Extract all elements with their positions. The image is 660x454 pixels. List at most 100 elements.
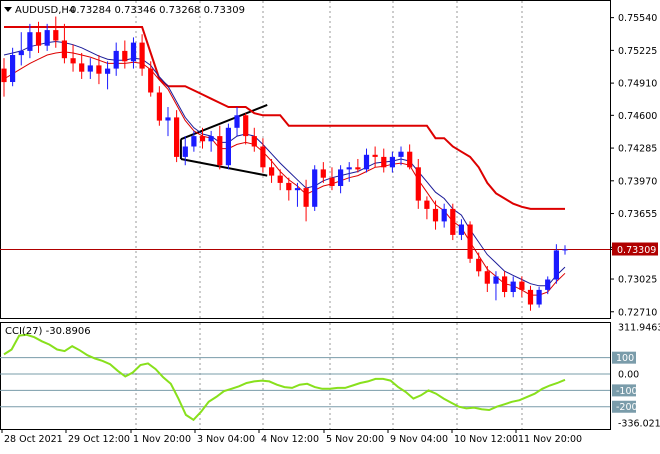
candle-0[interactable] (1, 58, 7, 97)
candle-56[interactable] (484, 266, 490, 293)
candle-45[interactable] (389, 151, 395, 173)
candle-body-2 (18, 50, 24, 56)
candle-body-3 (27, 32, 33, 51)
candle-27[interactable] (234, 107, 240, 137)
candle-29[interactable] (251, 127, 257, 152)
candle-10[interactable] (87, 58, 93, 79)
candle-46[interactable] (398, 146, 404, 166)
candle-18[interactable] (156, 86, 162, 126)
candle-body-26 (225, 127, 231, 166)
candle-21[interactable] (182, 136, 188, 166)
candle-61[interactable] (527, 285, 534, 311)
candle-20[interactable] (174, 110, 180, 163)
candle-40[interactable] (346, 162, 352, 182)
candle-58[interactable] (502, 271, 508, 298)
candle-23[interactable] (199, 127, 206, 149)
candle-19[interactable] (165, 107, 171, 137)
candle-4[interactable] (35, 21, 42, 53)
candle-2[interactable] (18, 32, 24, 66)
candle-15[interactable] (130, 37, 137, 69)
candle-41[interactable] (355, 158, 361, 173)
candle-44[interactable] (381, 148, 387, 173)
candle-62[interactable] (536, 286, 542, 308)
candle-12[interactable] (105, 61, 111, 90)
cci-level-badge-3 (612, 384, 636, 397)
candle-65[interactable] (562, 245, 568, 255)
candle-body-25 (217, 136, 223, 166)
candle-42[interactable] (363, 148, 370, 173)
candle-24[interactable] (208, 130, 214, 152)
candle-body-57 (493, 276, 499, 284)
candle-11[interactable] (96, 55, 102, 85)
candle-36[interactable] (312, 165, 318, 211)
candle-59[interactable] (510, 276, 516, 298)
candle-1[interactable] (10, 47, 16, 87)
cci-label: CCI(27) -30.8906 (5, 326, 91, 337)
candle-63[interactable] (545, 276, 551, 295)
candle-body-16 (139, 42, 145, 69)
candle-53[interactable] (458, 219, 464, 241)
indicator-panel-border (0, 322, 611, 430)
candle-body-4 (35, 32, 42, 46)
candle-7[interactable] (61, 23, 67, 64)
candle-8[interactable] (70, 44, 76, 72)
candle-28[interactable] (243, 113, 249, 145)
slow-ma-line (3, 51, 566, 296)
candle-17[interactable] (148, 61, 154, 97)
candle-body-0 (1, 68, 7, 83)
time-tick-label-1: 29 Oct 12:00 (68, 434, 130, 445)
candle-39[interactable] (338, 165, 344, 194)
candle-30[interactable] (260, 138, 266, 173)
price-tick-label-0: 0.75540 (618, 13, 657, 24)
candle-52[interactable] (450, 203, 456, 241)
candle-57[interactable] (493, 271, 499, 301)
candle-49[interactable] (424, 196, 430, 220)
time-tick-label-4: 4 Nov 12:00 (261, 434, 319, 445)
candle-body-13 (113, 50, 119, 69)
candle-35[interactable] (303, 179, 309, 222)
candle-body-1 (10, 55, 16, 82)
candle-3[interactable] (27, 23, 33, 59)
candle-51[interactable] (441, 203, 447, 228)
candle-25[interactable] (217, 125, 223, 170)
candle-9[interactable] (79, 52, 85, 79)
candle-body-22 (191, 136, 197, 147)
candle-31[interactable] (269, 158, 275, 183)
candle-60[interactable] (519, 276, 525, 298)
candle-body-20 (174, 117, 180, 157)
candle-5[interactable] (44, 23, 50, 51)
cci-panel: 311.9463 100 0.00 -100 -200 -336.0213 (0, 323, 660, 430)
candle-50[interactable] (432, 200, 439, 230)
candle-32[interactable] (277, 169, 283, 191)
collapse-triangle-icon[interactable] (4, 7, 12, 12)
candle-43[interactable] (372, 146, 378, 168)
candle-body-42 (363, 154, 370, 170)
candle-13[interactable] (113, 42, 119, 76)
candle-47[interactable] (407, 144, 413, 170)
candle-body-53 (458, 224, 464, 235)
candle-33[interactable] (286, 177, 292, 201)
candlesticks[interactable] (1, 16, 568, 311)
time-tick-label-6: 9 Nov 04:00 (390, 434, 448, 445)
candle-16[interactable] (139, 34, 145, 76)
cci-level-badge-1 (612, 351, 636, 364)
candle-6[interactable] (53, 16, 59, 48)
candle-body-33 (286, 182, 292, 191)
candle-body-35 (303, 188, 309, 207)
candle-body-54 (467, 224, 473, 259)
candle-34[interactable] (294, 182, 301, 207)
candle-48[interactable] (415, 158, 421, 209)
candle-54[interactable] (467, 221, 473, 263)
candle-64[interactable] (553, 244, 559, 284)
candle-26[interactable] (225, 123, 231, 170)
candle-body-29 (251, 136, 257, 147)
candle-37[interactable] (320, 162, 326, 183)
candle-body-52 (450, 208, 456, 235)
candle-14[interactable] (122, 40, 128, 69)
candle-55[interactable] (476, 252, 482, 277)
candle-38[interactable] (329, 167, 335, 191)
candle-22[interactable] (191, 130, 197, 152)
cci-tick-label-0: 311.9463 (618, 323, 660, 334)
